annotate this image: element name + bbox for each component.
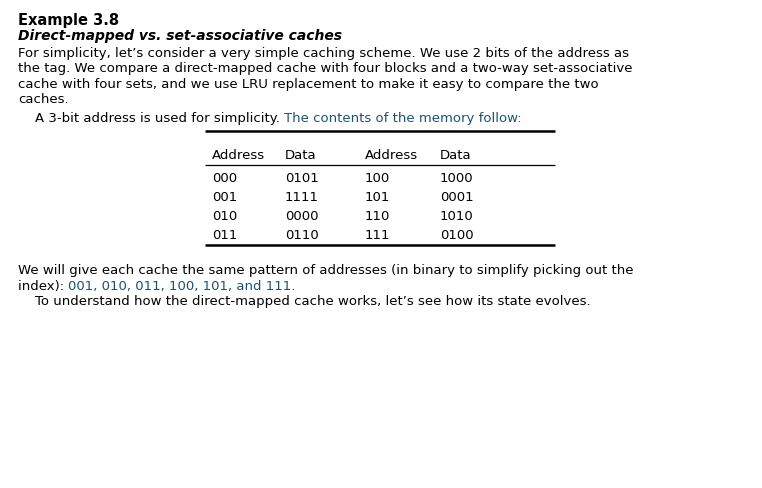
Text: 1111: 1111 [285,191,319,203]
Text: the tag. We compare a direct-mapped cache with four blocks and a two-way set-ass: the tag. We compare a direct-mapped cach… [18,62,632,75]
Text: index):: index): [18,280,69,292]
Text: 001: 001 [212,191,237,203]
Text: 000: 000 [212,172,237,184]
Text: Direct-mapped vs. set-associative caches: Direct-mapped vs. set-associative caches [18,29,342,43]
Text: 101: 101 [365,191,390,203]
Text: 1010: 1010 [440,209,474,223]
Text: 0100: 0100 [440,228,474,242]
Text: To understand how the direct-mapped cache works, let’s see how its state evolves: To understand how the direct-mapped cach… [18,295,591,308]
Text: 001, 010, 011, 100, 101, and 111.: 001, 010, 011, 100, 101, and 111. [69,280,296,292]
Text: 110: 110 [365,209,390,223]
Text: 111: 111 [365,228,390,242]
Text: 0000: 0000 [285,209,319,223]
Text: Example 3.8: Example 3.8 [18,13,119,28]
Text: Address: Address [212,149,265,162]
Text: Data: Data [440,149,472,162]
Text: caches.: caches. [18,93,69,106]
Text: We will give each cache the same pattern of addresses (in binary to simplify pic: We will give each cache the same pattern… [18,264,633,277]
Text: For simplicity, let’s consider a very simple caching scheme. We use 2 bits of th: For simplicity, let’s consider a very si… [18,47,629,60]
Text: 0101: 0101 [285,172,319,184]
Text: Data: Data [285,149,317,162]
Text: The contents of the memory follow:: The contents of the memory follow: [284,112,522,125]
Text: A 3-bit address is used for simplicity.: A 3-bit address is used for simplicity. [18,112,284,125]
Text: 0110: 0110 [285,228,319,242]
Text: Address: Address [365,149,418,162]
Text: cache with four sets, and we use LRU replacement to make it easy to compare the : cache with four sets, and we use LRU rep… [18,78,599,91]
Text: 011: 011 [212,228,238,242]
Text: 100: 100 [365,172,390,184]
Text: 1000: 1000 [440,172,474,184]
Text: 010: 010 [212,209,237,223]
Text: 0001: 0001 [440,191,474,203]
